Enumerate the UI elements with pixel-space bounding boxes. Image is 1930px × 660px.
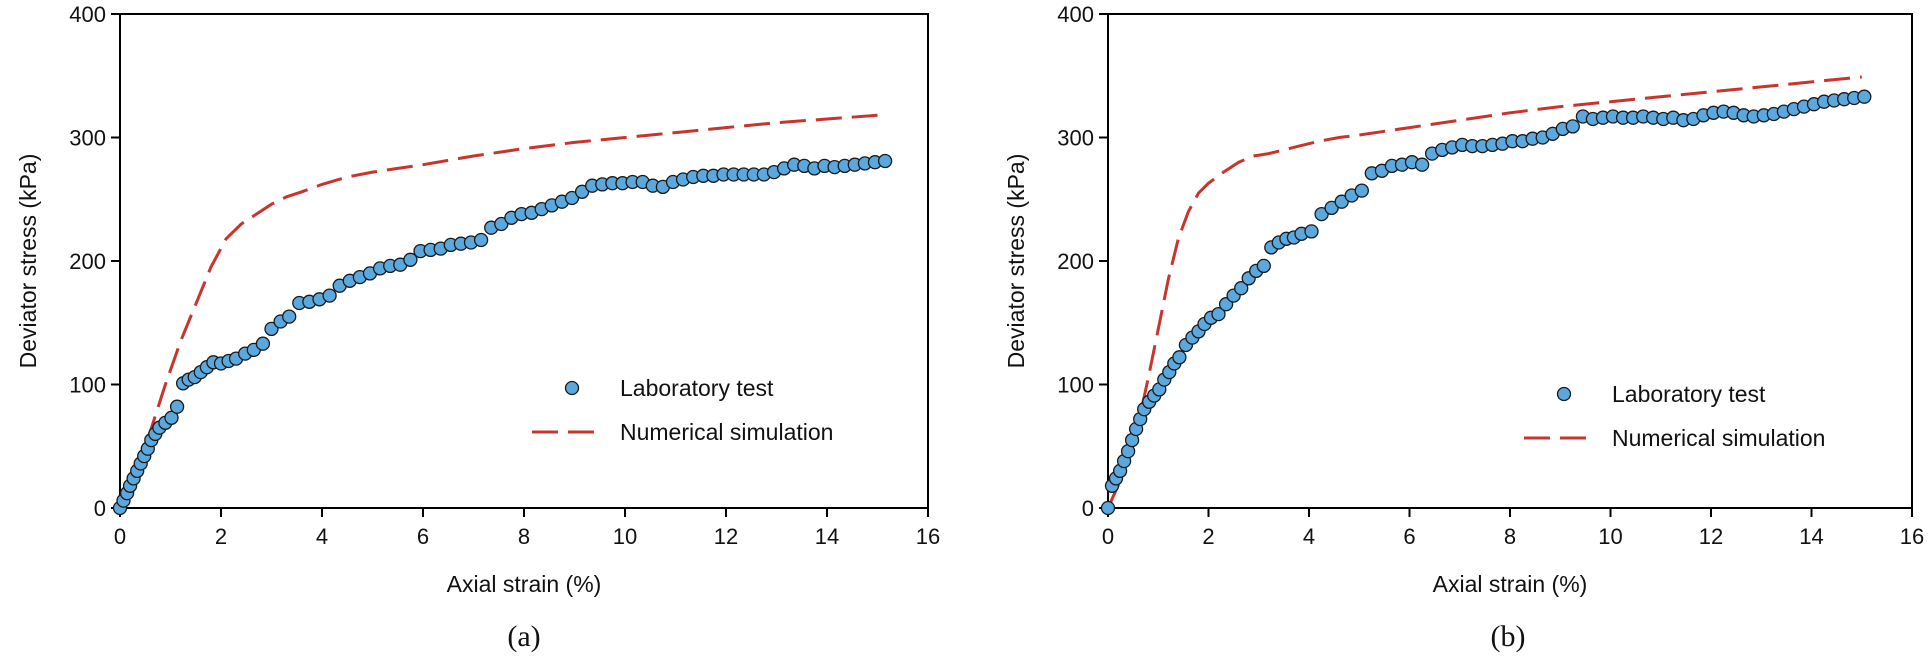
legend-label-laboratory-test: Laboratory test bbox=[620, 375, 774, 401]
laboratory-test-point bbox=[1256, 258, 1271, 274]
x-tick-label: 2 bbox=[215, 524, 227, 549]
x-tick-label: 12 bbox=[714, 524, 738, 549]
legend-marker-laboratory-test bbox=[1556, 386, 1572, 402]
x-tick-label: 4 bbox=[316, 524, 328, 549]
legend-label-numerical-simulation: Numerical simulation bbox=[620, 419, 833, 445]
numerical-simulation-line bbox=[1106, 75, 1862, 509]
x-tick-label: 6 bbox=[417, 524, 429, 549]
laboratory-test-point bbox=[1565, 119, 1580, 134]
x-tick-label: 0 bbox=[114, 524, 126, 549]
x-tick-label: 6 bbox=[1403, 524, 1415, 549]
laboratory-test-point bbox=[322, 288, 337, 303]
laboratory-test-point bbox=[1354, 183, 1369, 198]
x-tick-label: 10 bbox=[613, 524, 637, 549]
laboratory-test-point bbox=[1324, 200, 1339, 216]
laboratory-test-point bbox=[494, 216, 509, 232]
laboratory-test-point bbox=[877, 153, 893, 169]
y-tick-label: 400 bbox=[69, 2, 106, 27]
laboratory-test-point bbox=[1100, 500, 1116, 516]
y-tick-label: 100 bbox=[1057, 373, 1094, 398]
legend-marker-laboratory-test bbox=[564, 380, 580, 396]
x-tick-label: 16 bbox=[916, 524, 940, 549]
x-tick-label: 14 bbox=[815, 524, 839, 549]
x-tick-label: 12 bbox=[1699, 524, 1723, 549]
y-tick-label: 200 bbox=[69, 249, 106, 274]
laboratory-test-point bbox=[1304, 224, 1319, 239]
panel-label: (a) bbox=[507, 620, 540, 653]
laboratory-test-point bbox=[1234, 281, 1249, 296]
x-axis-title: Axial strain (%) bbox=[447, 571, 602, 597]
y-axis-title: Deviator stress (kPa) bbox=[15, 154, 41, 369]
laboratory-test-point bbox=[1172, 350, 1187, 365]
laboratory-test-point bbox=[403, 252, 418, 267]
y-tick-label: 0 bbox=[94, 496, 106, 521]
x-tick-label: 0 bbox=[1102, 524, 1114, 549]
x-tick-label: 16 bbox=[1900, 524, 1924, 549]
chart-panel-b: 0 2 4 6 8 10 12 14 16 0 100 200 300 400 Axial strain (… bbox=[1003, 2, 1924, 653]
numerical-simulation-line bbox=[118, 113, 878, 509]
y-tick-label: 300 bbox=[69, 126, 106, 151]
y-tick-label: 400 bbox=[1057, 2, 1094, 27]
x-tick-label: 14 bbox=[1799, 524, 1823, 549]
laboratory-test-point bbox=[169, 399, 185, 414]
panel-label: (b) bbox=[1491, 620, 1526, 653]
legend-label-numerical-simulation: Numerical simulation bbox=[1612, 425, 1825, 451]
chart-panel-a: 0 2 4 6 8 10 12 14 16 0 100 200 300 400 Axial strain (… bbox=[15, 2, 940, 653]
legend-label-laboratory-test: Laboratory test bbox=[1612, 381, 1766, 407]
y-axis-title: Deviator stress (kPa) bbox=[1003, 154, 1029, 369]
x-tick-label: 10 bbox=[1598, 524, 1622, 549]
x-axis-title: Axial strain (%) bbox=[1433, 571, 1588, 597]
laboratory-test-point bbox=[473, 232, 489, 248]
y-tick-label: 300 bbox=[1057, 126, 1094, 151]
legend: Laboratory test Numerical simulation bbox=[532, 375, 833, 445]
x-tick-label: 2 bbox=[1202, 524, 1214, 549]
y-tick-label: 200 bbox=[1057, 249, 1094, 274]
x-tick-label: 8 bbox=[518, 524, 530, 549]
laboratory-test-point bbox=[264, 321, 279, 337]
laboratory-test-point bbox=[1414, 157, 1430, 172]
laboratory-test-point bbox=[1857, 89, 1872, 104]
y-tick-label: 0 bbox=[1082, 496, 1094, 521]
laboratory-test-point bbox=[1211, 306, 1226, 322]
y-tick-label: 100 bbox=[69, 373, 106, 398]
x-tick-label: 8 bbox=[1504, 524, 1516, 549]
x-tick-label: 4 bbox=[1303, 524, 1315, 549]
legend: Laboratory test Numerical simulation bbox=[1524, 381, 1825, 451]
laboratory-test-point bbox=[255, 336, 271, 351]
laboratory-test-point bbox=[564, 190, 580, 206]
laboratory-test-point bbox=[164, 410, 179, 425]
laboratory-test-point bbox=[282, 309, 297, 324]
